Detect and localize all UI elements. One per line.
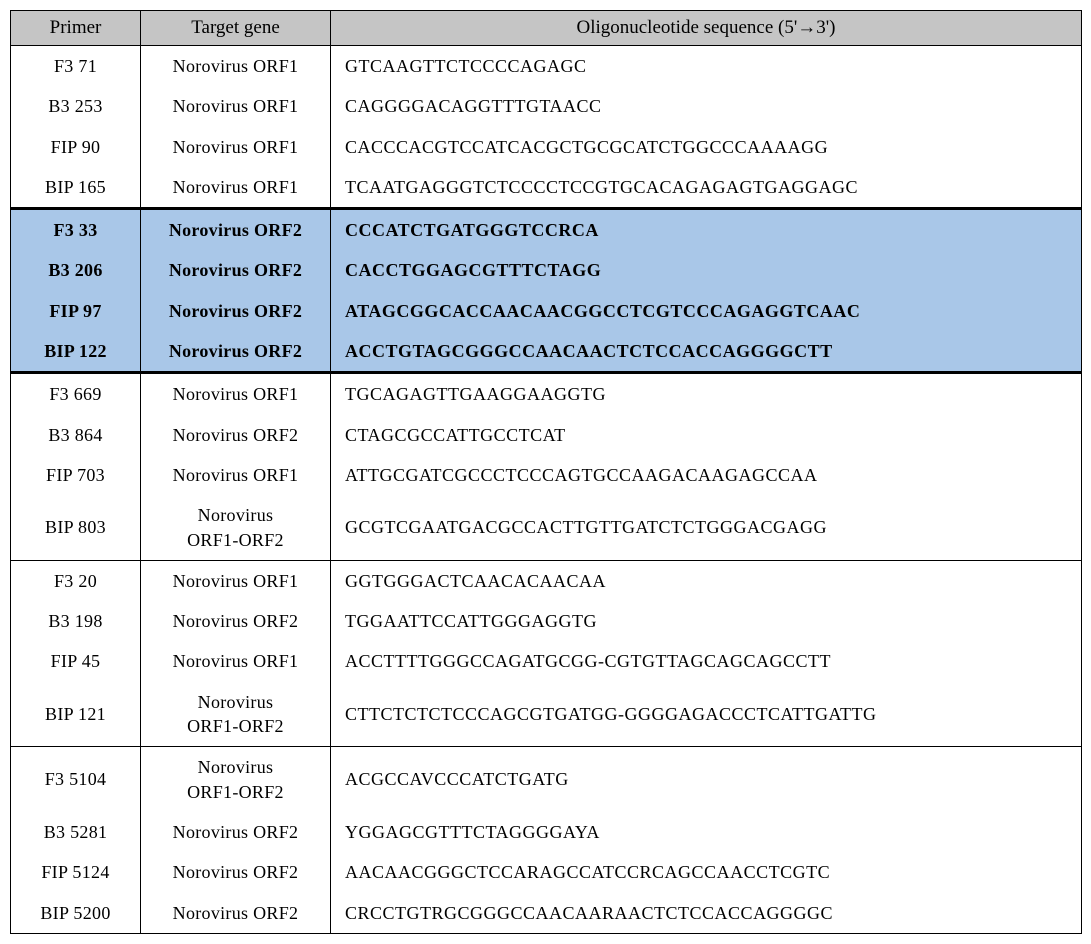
- cell-primer: B3 253: [11, 86, 141, 126]
- table-row: BIP 5200Norovirus ORF2CRCCTGTRGCGGGCCAAC…: [11, 893, 1082, 934]
- cell-target: Norovirus ORF2: [141, 331, 331, 373]
- table-row: FIP 97Norovirus ORF2ATAGCGGCACCAACAACGGC…: [11, 291, 1082, 331]
- cell-sequence: TGCAGAGTTGAAGGAAGGTG: [331, 373, 1082, 415]
- table-row: FIP 703Norovirus ORF1ATTGCGATCGCCCTCCCAG…: [11, 455, 1082, 495]
- cell-primer: BIP 121: [11, 682, 141, 747]
- cell-target: Norovirus ORF1: [141, 167, 331, 209]
- cell-target: Norovirus ORF2: [141, 291, 331, 331]
- cell-sequence: ATTGCGATCGCCCTCCCAGTGCCAAGACAAGAGCCAA: [331, 455, 1082, 495]
- cell-sequence: CCCATCTGATGGGTCCRCA: [331, 209, 1082, 251]
- cell-sequence: CRCCTGTRGCGGGCCAACAARAACTCTCCACCAGGGGC: [331, 893, 1082, 934]
- cell-primer: B3 864: [11, 415, 141, 455]
- cell-primer: BIP 5200: [11, 893, 141, 934]
- header-row: Primer Target gene Oligonucleotide seque…: [11, 11, 1082, 46]
- table-row: F3 5104NorovirusORF1-ORF2ACGCCAVCCCATCTG…: [11, 747, 1082, 812]
- table-row: F3 20Norovirus ORF1GGTGGGACTCAACACAACAA: [11, 560, 1082, 601]
- cell-primer: B3 206: [11, 250, 141, 290]
- cell-target: Norovirus ORF1: [141, 641, 331, 681]
- cell-sequence: CAGGGGACAGGTTTGTAACC: [331, 86, 1082, 126]
- cell-target: Norovirus ORF1: [141, 560, 331, 601]
- table-row: FIP 5124Norovirus ORF2AACAACGGGCTCCARAGC…: [11, 852, 1082, 892]
- cell-sequence: GCGTCGAATGACGCCACTTGTTGATCTCTGGGACGAGG: [331, 495, 1082, 560]
- table-row: B3 253Norovirus ORF1CAGGGGACAGGTTTGTAACC: [11, 86, 1082, 126]
- cell-primer: BIP 122: [11, 331, 141, 373]
- cell-primer: FIP 703: [11, 455, 141, 495]
- cell-primer: F3 5104: [11, 747, 141, 812]
- cell-sequence: TCAATGAGGGTCTCCCCTCCGTGCACAGAGAGTGAGGAGC: [331, 167, 1082, 209]
- cell-target: NorovirusORF1-ORF2: [141, 682, 331, 747]
- cell-target: Norovirus ORF1: [141, 373, 331, 415]
- cell-target: Norovirus ORF2: [141, 601, 331, 641]
- col-sequence: Oligonucleotide sequence (5'→3'): [331, 11, 1082, 46]
- cell-target: Norovirus ORF2: [141, 250, 331, 290]
- table-row: B3 198Norovirus ORF2TGGAATTCCATTGGGAGGTG: [11, 601, 1082, 641]
- cell-sequence: GGTGGGACTCAACACAACAA: [331, 560, 1082, 601]
- cell-target: Norovirus ORF1: [141, 127, 331, 167]
- table-row: BIP 121NorovirusORF1-ORF2CTTCTCTCTCCCAGC…: [11, 682, 1082, 747]
- cell-primer: BIP 803: [11, 495, 141, 560]
- primer-table: Primer Target gene Oligonucleotide seque…: [10, 10, 1082, 934]
- table-row: BIP 803NorovirusORF1-ORF2GCGTCGAATGACGCC…: [11, 495, 1082, 560]
- table-row: FIP 90Norovirus ORF1CACCCACGTCCATCACGCTG…: [11, 127, 1082, 167]
- cell-primer: F3 20: [11, 560, 141, 601]
- cell-primer: F3 33: [11, 209, 141, 251]
- cell-sequence: YGGAGCGTTTCTAGGGGAYA: [331, 812, 1082, 852]
- cell-target: Norovirus ORF2: [141, 812, 331, 852]
- cell-primer: FIP 90: [11, 127, 141, 167]
- cell-primer: BIP 165: [11, 167, 141, 209]
- cell-sequence: ACCTGTAGCGGGCCAACAACTCTCCACCAGGGGCTT: [331, 331, 1082, 373]
- col-primer: Primer: [11, 11, 141, 46]
- cell-primer: B3 198: [11, 601, 141, 641]
- cell-target: Norovirus ORF1: [141, 46, 331, 87]
- table-row: F3 669Norovirus ORF1TGCAGAGTTGAAGGAAGGTG: [11, 373, 1082, 415]
- cell-target: Norovirus ORF2: [141, 415, 331, 455]
- cell-sequence: ACGCCAVCCCATCTGATG: [331, 747, 1082, 812]
- cell-target: Norovirus ORF1: [141, 455, 331, 495]
- table-row: BIP 122Norovirus ORF2ACCTGTAGCGGGCCAACAA…: [11, 331, 1082, 373]
- cell-sequence: ATAGCGGCACCAACAACGGCCTCGTCCCAGAGGTCAAC: [331, 291, 1082, 331]
- cell-target: Norovirus ORF2: [141, 893, 331, 934]
- cell-primer: B3 5281: [11, 812, 141, 852]
- cell-sequence: CTAGCGCCATTGCCTCAT: [331, 415, 1082, 455]
- cell-primer: F3 669: [11, 373, 141, 415]
- cell-sequence: ACCTTTTGGGCCAGATGCGG-CGTGTTAGCAGCAGCCTT: [331, 641, 1082, 681]
- cell-primer: FIP 5124: [11, 852, 141, 892]
- table-row: BIP 165Norovirus ORF1TCAATGAGGGTCTCCCCTC…: [11, 167, 1082, 209]
- cell-sequence: GTCAAGTTCTCCCCAGAGC: [331, 46, 1082, 87]
- table-row: B3 206Norovirus ORF2CACCTGGAGCGTTTCTAGG: [11, 250, 1082, 290]
- cell-sequence: CTTCTCTCTCCCAGCGTGATGG-GGGGAGACCCTCATTGA…: [331, 682, 1082, 747]
- col-target: Target gene: [141, 11, 331, 46]
- table-row: B3 864Norovirus ORF2CTAGCGCCATTGCCTCAT: [11, 415, 1082, 455]
- table-row: F3 71Norovirus ORF1GTCAAGTTCTCCCCAGAGC: [11, 46, 1082, 87]
- cell-sequence: CACCTGGAGCGTTTCTAGG: [331, 250, 1082, 290]
- cell-target: Norovirus ORF1: [141, 86, 331, 126]
- cell-sequence: CACCCACGTCCATCACGCTGCGCATCTGGCCCAAAAGG: [331, 127, 1082, 167]
- cell-primer: F3 71: [11, 46, 141, 87]
- cell-sequence: TGGAATTCCATTGGGAGGTG: [331, 601, 1082, 641]
- table-row: F3 33Norovirus ORF2CCCATCTGATGGGTCCRCA: [11, 209, 1082, 251]
- cell-target: NorovirusORF1-ORF2: [141, 747, 331, 812]
- cell-sequence: AACAACGGGCTCCARAGCCATCCRCAGCCAACCTCGTC: [331, 852, 1082, 892]
- cell-primer: FIP 97: [11, 291, 141, 331]
- table-row: FIP 45Norovirus ORF1ACCTTTTGGGCCAGATGCGG…: [11, 641, 1082, 681]
- cell-target: NorovirusORF1-ORF2: [141, 495, 331, 560]
- cell-target: Norovirus ORF2: [141, 852, 331, 892]
- cell-primer: FIP 45: [11, 641, 141, 681]
- cell-target: Norovirus ORF2: [141, 209, 331, 251]
- table-row: B3 5281Norovirus ORF2YGGAGCGTTTCTAGGGGAY…: [11, 812, 1082, 852]
